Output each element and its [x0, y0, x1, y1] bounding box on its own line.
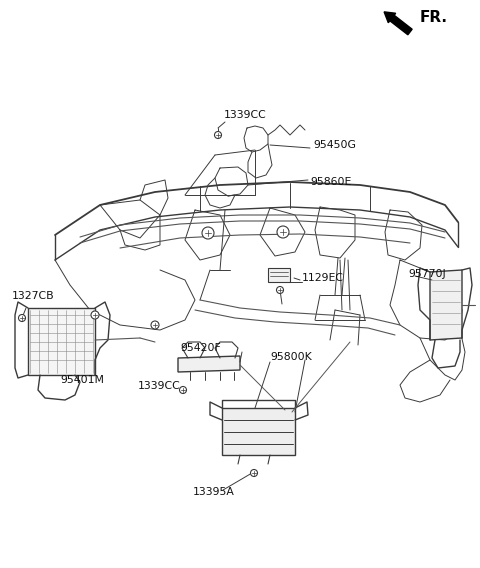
- Polygon shape: [28, 308, 95, 375]
- Text: 95401M: 95401M: [60, 375, 104, 385]
- Text: 1327CB: 1327CB: [12, 291, 55, 301]
- Circle shape: [251, 470, 257, 477]
- FancyArrow shape: [384, 12, 412, 35]
- Text: FR.: FR.: [420, 10, 448, 26]
- Text: 1129EC: 1129EC: [302, 273, 344, 283]
- Circle shape: [202, 227, 214, 239]
- Circle shape: [91, 311, 99, 319]
- Circle shape: [215, 132, 221, 139]
- Text: 95450G: 95450G: [313, 140, 356, 150]
- Polygon shape: [222, 408, 295, 455]
- Text: 95860E: 95860E: [310, 177, 351, 187]
- Circle shape: [277, 226, 289, 238]
- Text: 1339CC: 1339CC: [224, 110, 267, 120]
- Polygon shape: [430, 270, 462, 340]
- Text: 1339CC: 1339CC: [138, 381, 181, 391]
- Circle shape: [180, 386, 187, 394]
- Circle shape: [151, 321, 159, 329]
- Text: 13395A: 13395A: [193, 487, 235, 497]
- Circle shape: [276, 286, 284, 294]
- Polygon shape: [268, 268, 290, 282]
- Text: 95420F: 95420F: [180, 343, 221, 353]
- Text: 95800K: 95800K: [270, 352, 312, 362]
- Circle shape: [19, 315, 25, 321]
- Text: 95770J: 95770J: [408, 269, 446, 279]
- Polygon shape: [178, 356, 240, 372]
